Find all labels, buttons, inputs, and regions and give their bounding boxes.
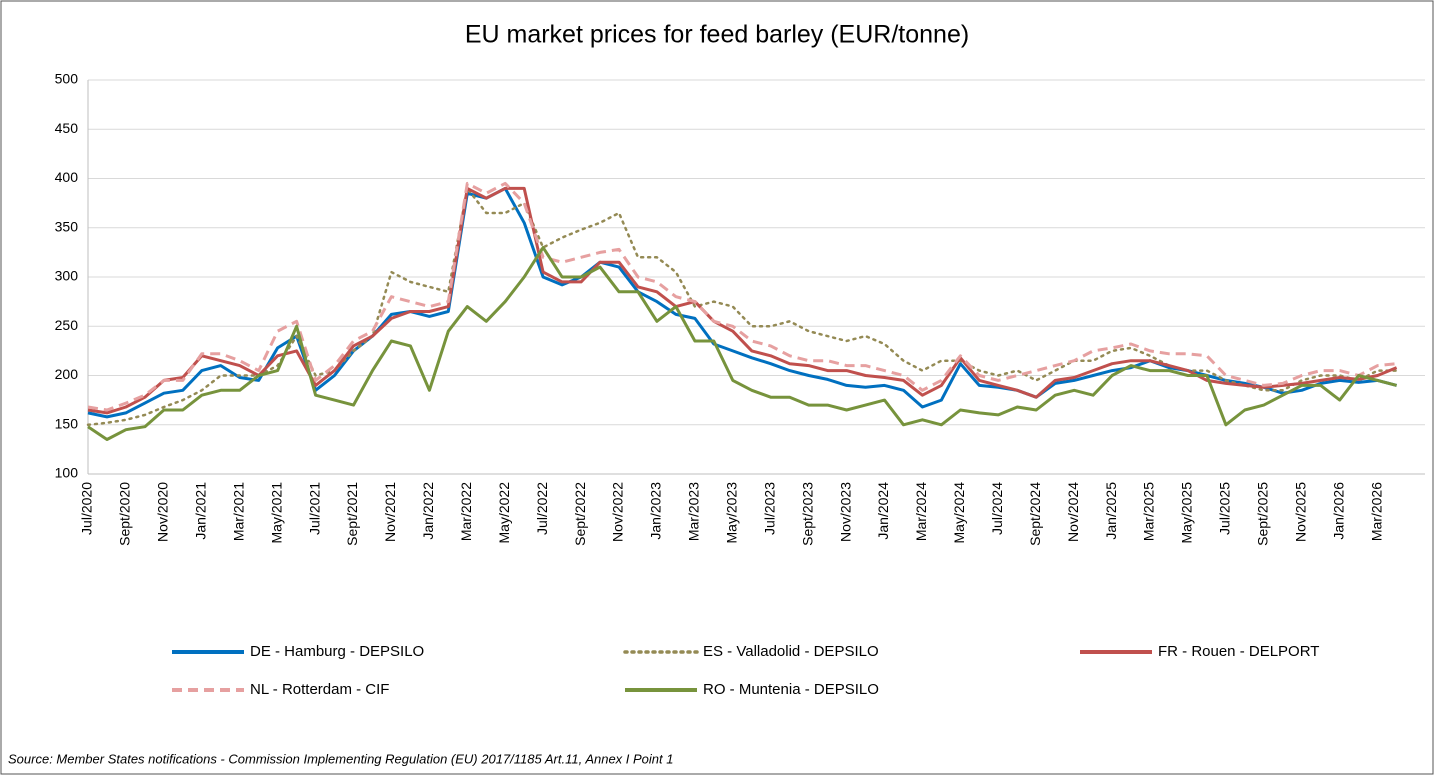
legend-label: FR - Rouen - DELPORT bbox=[1158, 643, 1319, 660]
x-tick-label: Mar/2022 bbox=[458, 482, 474, 541]
x-tick-label: May/2024 bbox=[951, 482, 967, 544]
legend-label: ES - Valladolid - DEPSILO bbox=[703, 643, 879, 660]
y-tick-label: 350 bbox=[55, 218, 79, 234]
x-tick-label: Jan/2026 bbox=[1330, 482, 1346, 540]
x-tick-label: Sept/2021 bbox=[344, 482, 360, 546]
x-tick-label: May/2025 bbox=[1179, 482, 1195, 544]
legend-label: NL - Rotterdam - CIF bbox=[250, 681, 389, 698]
x-tick-label: Mar/2024 bbox=[913, 482, 929, 541]
x-tick-label: Jul/2025 bbox=[1217, 482, 1233, 535]
x-tick-label: Sept/2020 bbox=[117, 482, 133, 546]
x-tick-label: Sept/2023 bbox=[799, 482, 815, 546]
y-tick-label: 200 bbox=[55, 366, 79, 382]
x-tick-label: Sept/2022 bbox=[572, 482, 588, 546]
x-tick-label: May/2023 bbox=[723, 482, 739, 544]
y-tick-label: 400 bbox=[55, 169, 79, 185]
x-tick-label: Mar/2021 bbox=[230, 482, 246, 541]
y-tick-label: 500 bbox=[55, 71, 79, 87]
x-tick-label: Jan/2025 bbox=[1103, 482, 1119, 540]
x-tick-label: Jul/2021 bbox=[306, 482, 322, 535]
chart-title: EU market prices for feed barley (EUR/to… bbox=[465, 21, 969, 49]
x-tick-label: Nov/2025 bbox=[1292, 482, 1308, 542]
x-tick-label: Sept/2025 bbox=[1255, 482, 1271, 546]
x-tick-label: Mar/2025 bbox=[1141, 482, 1157, 541]
legend-label: DE - Hamburg - DEPSILO bbox=[250, 643, 424, 660]
x-tick-label: Nov/2022 bbox=[610, 482, 626, 542]
x-tick-label: Jul/2023 bbox=[761, 482, 777, 535]
y-tick-label: 300 bbox=[55, 268, 79, 284]
x-tick-label: Jan/2022 bbox=[420, 482, 436, 540]
x-tick-label: May/2021 bbox=[268, 482, 284, 544]
x-tick-label: Nov/2021 bbox=[382, 482, 398, 542]
x-tick-label: Sept/2024 bbox=[1027, 482, 1043, 546]
x-tick-label: Mar/2026 bbox=[1368, 482, 1384, 541]
x-tick-label: Jul/2024 bbox=[989, 482, 1005, 535]
x-tick-label: Mar/2023 bbox=[686, 482, 702, 541]
y-tick-label: 450 bbox=[55, 120, 79, 136]
legend-label: RO - Muntenia - DEPSILO bbox=[703, 681, 879, 698]
y-tick-label: 150 bbox=[55, 415, 79, 431]
x-tick-label: Nov/2020 bbox=[155, 482, 171, 542]
x-tick-label: Nov/2023 bbox=[837, 482, 853, 542]
x-tick-label: Jul/2020 bbox=[79, 482, 95, 535]
series-line bbox=[87, 186, 1398, 415]
series-line bbox=[87, 246, 1397, 441]
x-tick-label: Jan/2021 bbox=[192, 482, 208, 540]
y-tick-label: 100 bbox=[55, 465, 79, 481]
x-tick-label: Jan/2023 bbox=[648, 482, 664, 540]
x-tick-label: Jan/2024 bbox=[875, 482, 891, 540]
x-tick-label: May/2022 bbox=[496, 482, 512, 544]
x-tick-label: Nov/2024 bbox=[1065, 482, 1081, 542]
y-tick-label: 250 bbox=[55, 317, 79, 333]
source-note: Source: Member States notifications - Co… bbox=[8, 751, 674, 766]
x-tick-label: Jul/2022 bbox=[534, 482, 550, 535]
series-line bbox=[87, 181, 1397, 412]
